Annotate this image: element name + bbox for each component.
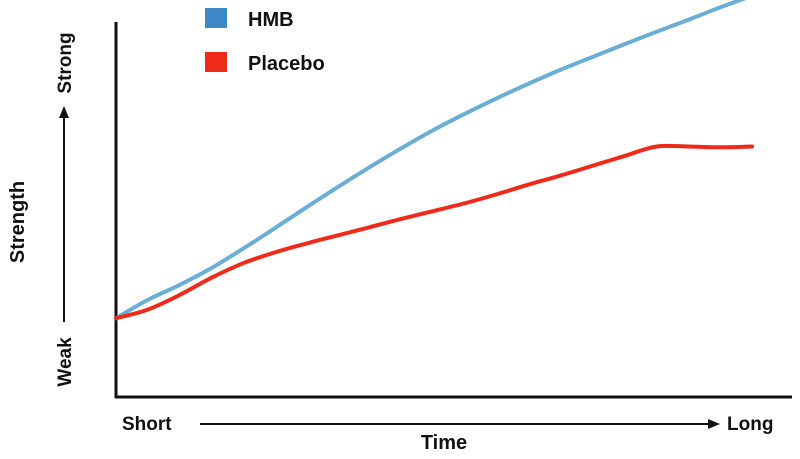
legend-label-hmb: HMB	[248, 9, 294, 31]
x-end-label: Long	[727, 414, 773, 435]
y-axis-label: Strength	[7, 181, 29, 263]
legend-label-placebo: Placebo	[248, 53, 325, 75]
series-line-hmb	[114, 0, 747, 321]
x-start-label: Short	[122, 414, 172, 435]
legend: HMB Placebo	[205, 8, 325, 75]
legend-swatch-hmb	[205, 8, 227, 28]
y-low-label: Weak	[55, 337, 76, 387]
series-line-placebo	[114, 143, 754, 321]
y-high-label: Strong	[55, 32, 76, 93]
legend-swatch-placebo	[205, 52, 227, 72]
x-axis-label: Time	[421, 432, 467, 454]
